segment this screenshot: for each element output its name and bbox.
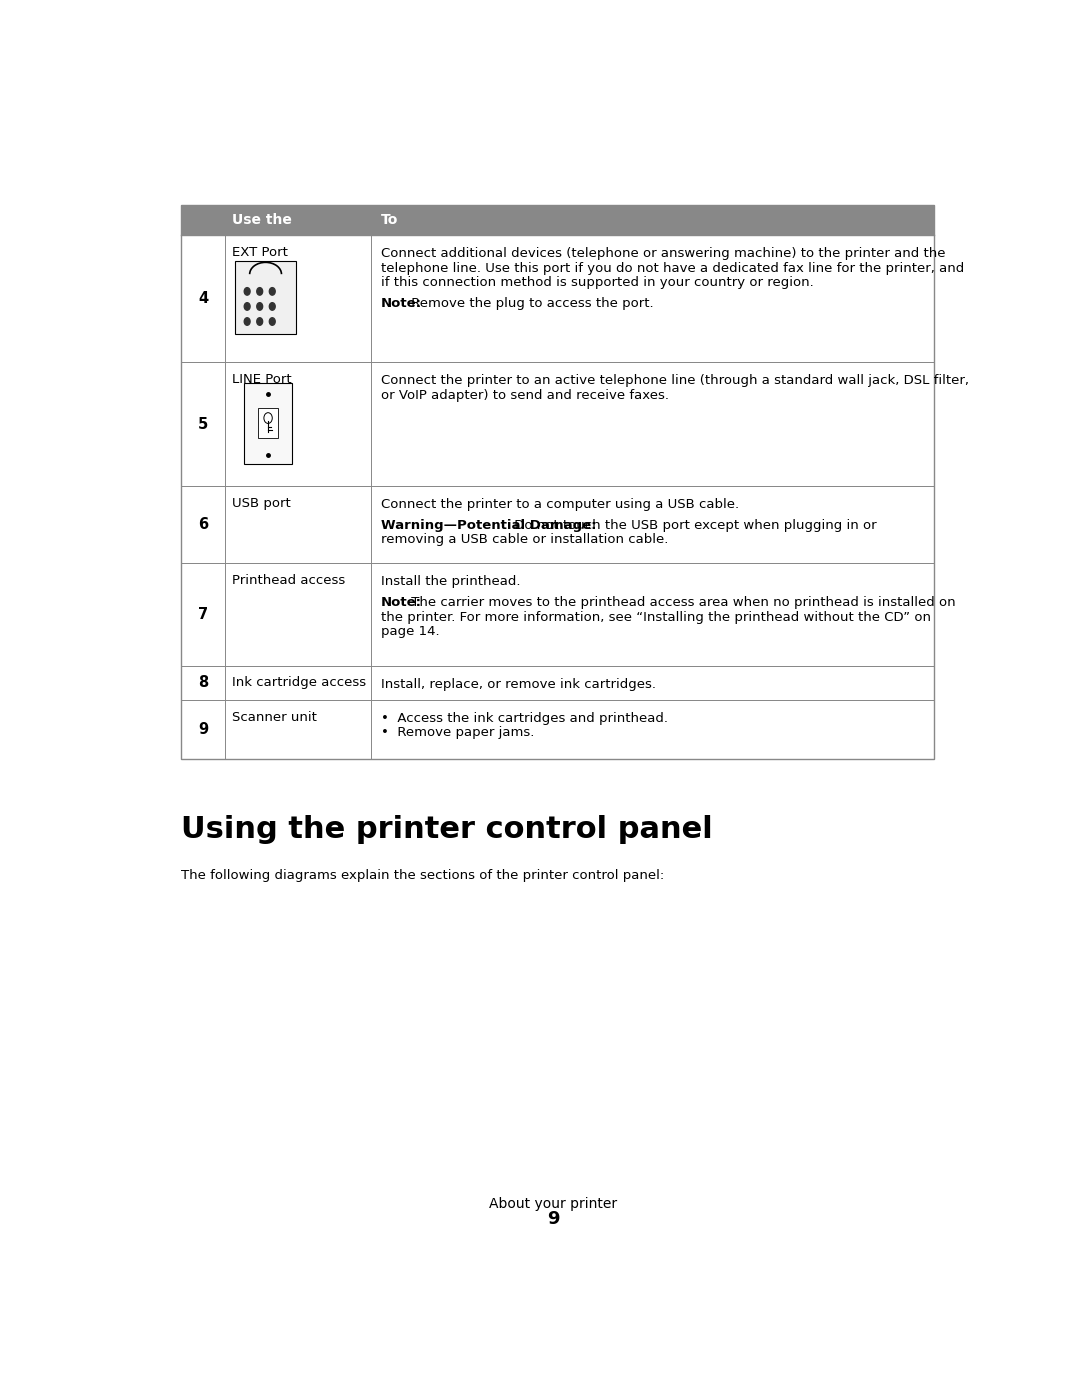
Circle shape — [257, 317, 262, 326]
Bar — [258, 408, 279, 439]
Text: About your printer: About your printer — [489, 1197, 618, 1211]
Text: 7: 7 — [198, 608, 208, 622]
Text: •  Remove paper jams.: • Remove paper jams. — [381, 726, 535, 739]
Text: LINE Port: LINE Port — [232, 373, 292, 386]
Text: Do not touch the USB port except when plugging in or: Do not touch the USB port except when pl… — [510, 518, 876, 532]
Text: The following diagrams explain the sections of the printer control panel:: The following diagrams explain the secti… — [181, 869, 664, 882]
Text: •  Access the ink cartridges and printhead.: • Access the ink cartridges and printhea… — [381, 712, 669, 725]
Text: Scanner unit: Scanner unit — [232, 711, 316, 724]
Text: EXT Port: EXT Port — [232, 246, 288, 260]
Text: 9: 9 — [198, 722, 208, 738]
Text: Connect additional devices (telephone or answering machine) to the printer and t: Connect additional devices (telephone or… — [381, 247, 946, 260]
Circle shape — [269, 303, 275, 310]
Text: Connect the printer to an active telephone line (through a standard wall jack, D: Connect the printer to an active telepho… — [381, 374, 969, 387]
Bar — [181, 205, 934, 236]
Circle shape — [244, 288, 251, 295]
Text: telephone line. Use this port if you do not have a dedicated fax line for the pr: telephone line. Use this port if you do … — [381, 261, 964, 275]
Text: Install the printhead.: Install the printhead. — [381, 576, 521, 588]
Circle shape — [244, 317, 251, 326]
Bar — [181, 486, 934, 563]
Text: Install, replace, or remove ink cartridges.: Install, replace, or remove ink cartridg… — [381, 678, 656, 690]
Text: Note:: Note: — [381, 298, 422, 310]
Circle shape — [257, 288, 262, 295]
Text: The carrier moves to the printhead access area when no printhead is installed on: The carrier moves to the printhead acces… — [407, 597, 956, 609]
Bar — [181, 700, 934, 760]
Text: page 14.: page 14. — [381, 626, 440, 638]
Text: 4: 4 — [198, 292, 208, 306]
Text: 6: 6 — [198, 517, 208, 532]
Bar — [244, 383, 293, 464]
Circle shape — [257, 303, 262, 310]
Bar — [181, 563, 934, 666]
Text: USB port: USB port — [232, 497, 291, 510]
Bar — [181, 236, 934, 362]
Text: the printer. For more information, see “Installing the printhead without the CD”: the printer. For more information, see “… — [381, 610, 931, 624]
Circle shape — [244, 303, 251, 310]
Bar — [235, 261, 296, 334]
Text: Remove the plug to access the port.: Remove the plug to access the port. — [407, 298, 653, 310]
Text: Use the: Use the — [232, 214, 292, 228]
Text: 9: 9 — [548, 1210, 559, 1228]
Text: Ink cartridge access: Ink cartridge access — [232, 676, 366, 690]
Text: 8: 8 — [198, 675, 208, 690]
Circle shape — [269, 288, 275, 295]
Bar — [181, 205, 934, 760]
Text: if this connection method is supported in your country or region.: if this connection method is supported i… — [381, 277, 814, 289]
Text: removing a USB cable or installation cable.: removing a USB cable or installation cab… — [381, 534, 669, 546]
Bar — [181, 362, 934, 486]
Text: 5: 5 — [198, 416, 208, 432]
Text: or VoIP adapter) to send and receive faxes.: or VoIP adapter) to send and receive fax… — [381, 388, 670, 402]
Bar — [181, 666, 934, 700]
Text: Using the printer control panel: Using the printer control panel — [181, 816, 713, 844]
Text: Connect the printer to a computer using a USB cable.: Connect the printer to a computer using … — [381, 497, 739, 511]
Text: Note:: Note: — [381, 597, 422, 609]
Circle shape — [269, 317, 275, 326]
Text: Printhead access: Printhead access — [232, 574, 346, 587]
Text: To: To — [381, 214, 399, 228]
Text: Warning—Potential Damage:: Warning—Potential Damage: — [381, 518, 596, 532]
